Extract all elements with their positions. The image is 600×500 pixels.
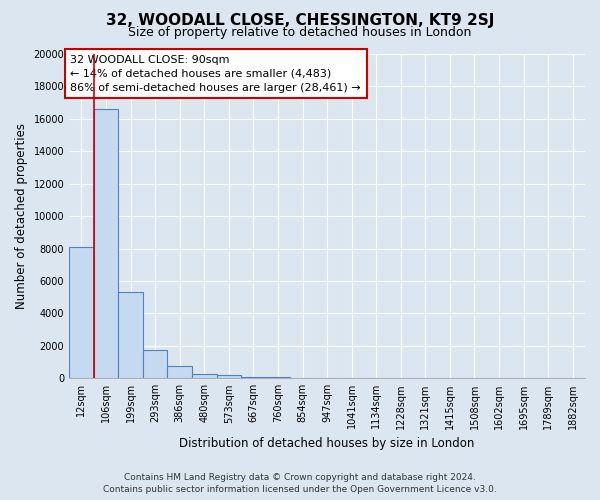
Y-axis label: Number of detached properties: Number of detached properties <box>15 123 28 309</box>
Bar <box>143 350 167 378</box>
Text: Size of property relative to detached houses in London: Size of property relative to detached ho… <box>128 26 472 39</box>
Bar <box>94 109 118 378</box>
Text: 32 WOODALL CLOSE: 90sqm
← 14% of detached houses are smaller (4,483)
86% of semi: 32 WOODALL CLOSE: 90sqm ← 14% of detache… <box>70 55 361 93</box>
Bar <box>192 374 217 378</box>
Text: Contains HM Land Registry data © Crown copyright and database right 2024.
Contai: Contains HM Land Registry data © Crown c… <box>103 472 497 494</box>
Bar <box>217 376 241 378</box>
Bar <box>266 377 290 378</box>
Text: 32, WOODALL CLOSE, CHESSINGTON, KT9 2SJ: 32, WOODALL CLOSE, CHESSINGTON, KT9 2SJ <box>106 12 494 28</box>
Bar <box>118 292 143 378</box>
Bar <box>69 247 94 378</box>
X-axis label: Distribution of detached houses by size in London: Distribution of detached houses by size … <box>179 437 475 450</box>
Bar <box>241 376 266 378</box>
Bar <box>167 366 192 378</box>
